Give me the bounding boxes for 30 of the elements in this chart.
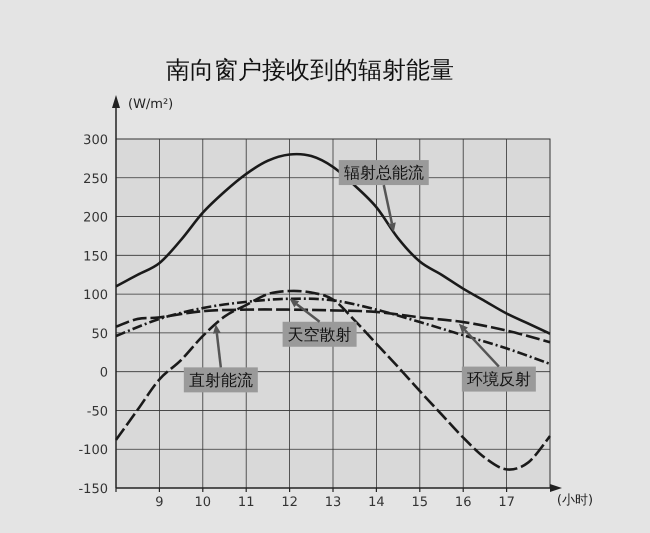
x-tick-label: 12 xyxy=(281,495,298,510)
x-tick-label: 11 xyxy=(238,495,254,510)
y-tick-label: 250 xyxy=(83,172,108,187)
annotation: 直射能流 xyxy=(184,324,258,392)
y-tick-label: 150 xyxy=(83,249,108,264)
y-tick-label: 300 xyxy=(83,133,108,148)
y-tick-label: 200 xyxy=(83,210,108,226)
y-tick-label: 100 xyxy=(83,288,108,304)
annotation: 天空散射 xyxy=(288,324,352,344)
y-tick-label: -50 xyxy=(86,404,108,420)
annotation: 辐射总能流 xyxy=(344,163,424,182)
y-tick-label: 0 xyxy=(100,366,108,381)
x-axis-title: (小时) xyxy=(556,493,594,508)
x-tick-label: 15 xyxy=(412,495,428,510)
annotation: 环境反射 xyxy=(458,324,536,392)
y-tick-label: 50 xyxy=(91,326,108,342)
annotation: 天空散射 xyxy=(282,298,357,347)
x-tick-label: 17 xyxy=(498,495,515,510)
x-tick-label: 10 xyxy=(194,495,212,510)
x-tick-label: 16 xyxy=(454,495,472,510)
y-tick-label: -100 xyxy=(78,443,108,458)
chart-title: 南向窗户接收到的辐射能量 xyxy=(166,56,454,84)
y-axis-title: (W/m²) xyxy=(128,97,174,112)
annotation: 辐射总能流 xyxy=(338,160,429,232)
x-tick-label: 13 xyxy=(324,495,342,510)
y-tick-label: -150 xyxy=(78,482,108,497)
annotation: 环境反射 xyxy=(466,370,531,389)
annotation: 直射能流 xyxy=(188,370,253,390)
x-tick-label: 9 xyxy=(155,495,164,510)
x-tick-label: 14 xyxy=(368,495,385,510)
